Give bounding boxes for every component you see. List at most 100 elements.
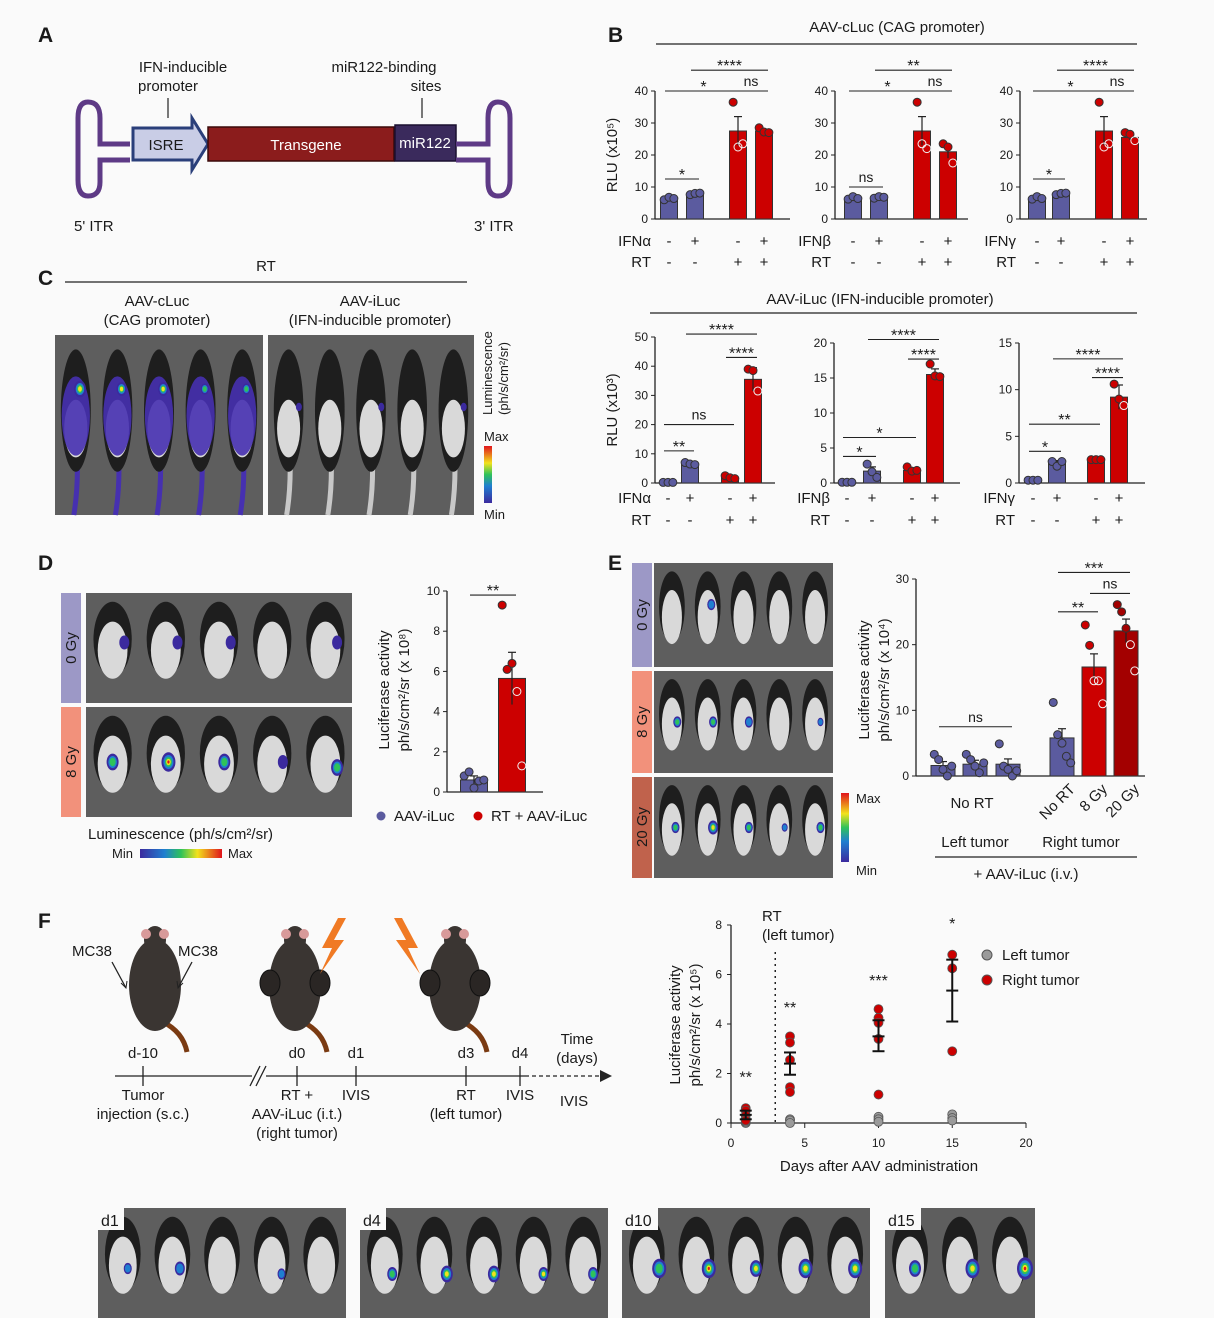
signal-blob: [754, 1265, 758, 1272]
mc38-left-label: MC38: [72, 943, 112, 960]
c-scale-unit: (ph/s/cm²/sr): [496, 342, 511, 415]
data-point: [879, 192, 889, 202]
y-tick-label: 10: [815, 180, 829, 194]
legend-marker: [981, 974, 993, 986]
f-image-1: d4: [360, 1208, 608, 1318]
significance-label: *: [876, 426, 882, 443]
y-tick-label: 20: [814, 336, 828, 350]
timeline-event: Tumor: [122, 1087, 165, 1104]
transgene-label: Transgene: [270, 137, 341, 154]
signal-blob: [389, 1270, 395, 1278]
data-point: [934, 755, 944, 765]
data-point: [942, 771, 952, 781]
image-day-label: d15: [888, 1213, 915, 1230]
significance-label: ns: [692, 407, 707, 423]
significance-label: ns: [968, 709, 983, 725]
c-colorbar: [484, 446, 492, 503]
x-tick-label: 0: [728, 1136, 735, 1150]
condition-value: +: [1115, 512, 1124, 529]
data-point: [974, 768, 984, 778]
y-tick-label: 20: [1000, 148, 1014, 162]
y-tick-label: 6: [715, 968, 722, 982]
c-image-cluc: [55, 335, 263, 516]
signal-blob: [818, 824, 823, 831]
y-tick-label: 0: [821, 212, 828, 226]
data-point: [785, 1037, 795, 1048]
condition-value: -: [1035, 233, 1040, 250]
data-point: [733, 142, 743, 152]
panel-c: C RT AAV-cLuc (CAG promoter) AAV-iLuc (I…: [38, 258, 511, 522]
data-point: [1003, 764, 1013, 774]
signal-blob: [746, 824, 751, 831]
data-point: [853, 194, 863, 204]
y-tick-label: 0: [1005, 476, 1012, 490]
y-tick-label: 40: [815, 84, 829, 98]
data-point: [753, 386, 763, 396]
condition-value: -: [1031, 490, 1036, 507]
timeline-day: d1: [348, 1045, 365, 1062]
y-axis-label: Luciferase activity: [667, 965, 684, 1085]
signal-blob: [277, 755, 288, 769]
panel-letter-b: B: [608, 24, 623, 47]
signal-blob: [590, 1270, 596, 1278]
y-tick-label: 0: [641, 212, 648, 226]
condition-value: +: [1126, 254, 1135, 271]
f-image-2: d10: [622, 1208, 870, 1318]
data-point: [847, 477, 857, 487]
y-axis-label: RLU (x10³): [604, 373, 621, 446]
data-point: [1112, 600, 1122, 610]
data-point: [922, 144, 932, 154]
y-tick-label: 0: [902, 769, 909, 783]
x-tick-label: 20: [1019, 1136, 1033, 1150]
condition-value: -: [666, 490, 671, 507]
signal-blob: [1023, 1266, 1027, 1271]
signal-blob: [675, 719, 680, 725]
y-tick-label: 30: [896, 572, 910, 586]
d-row-0gy: [61, 593, 81, 703]
data-point: [497, 600, 507, 610]
signal-blob: [852, 1265, 858, 1272]
signal-blob: [176, 1263, 184, 1274]
signal-blob: [541, 1271, 546, 1277]
condition-value: +: [1053, 490, 1062, 507]
y-tick-label: 6: [433, 664, 440, 678]
significance-label: ns: [1103, 575, 1118, 591]
y-axis-label: Luciferase activity: [856, 620, 873, 740]
x-tick-label: 5: [801, 1136, 808, 1150]
signal-blob: [711, 825, 715, 830]
c-image-iluc: [268, 335, 474, 516]
f-image-strip: d1 d4 d10 d15: [98, 1208, 1035, 1318]
data-point: [938, 764, 948, 774]
condition-value: +: [1057, 233, 1066, 250]
legend-label: RT + AAV-iLuc: [491, 808, 588, 825]
data-point: [1061, 188, 1071, 198]
y-tick-label: 20: [896, 638, 910, 652]
timeline: d-10 Tumor injection (s.c.) d0 RT + AAV-iLuc …: [97, 1031, 612, 1142]
timeline-event: IVIS: [342, 1087, 370, 1104]
y-tick-label: 0: [1006, 212, 1013, 226]
y-tick-label: 50: [635, 330, 649, 344]
e-image-20gy: [654, 777, 833, 878]
bar: [939, 151, 957, 220]
signal-blob: [803, 1265, 808, 1272]
data-point: [943, 142, 953, 152]
significance-label: *: [700, 79, 706, 96]
condition-label: IFNα: [618, 490, 651, 507]
data-point: [1094, 97, 1104, 107]
c-scale-min: Min: [484, 507, 505, 522]
e-row-8gy: [632, 671, 652, 773]
timeline-event: (right tumor): [256, 1125, 338, 1142]
y-tick-label: 10: [814, 406, 828, 420]
significance-label: ****: [1083, 58, 1108, 75]
e-left-tumor: Left tumor: [941, 834, 1009, 851]
condition-value: -: [910, 490, 915, 507]
condition-value: -: [870, 512, 875, 529]
signal-blob: [202, 386, 207, 392]
signal-blob: [119, 386, 124, 392]
data-point: [948, 158, 958, 168]
y-axis-label: RLU (x10⁵): [604, 118, 621, 193]
image-day-label: d4: [363, 1213, 381, 1230]
condition-label: IFNα: [618, 233, 651, 250]
x-axis-label: Days after AAV administration: [780, 1158, 978, 1175]
